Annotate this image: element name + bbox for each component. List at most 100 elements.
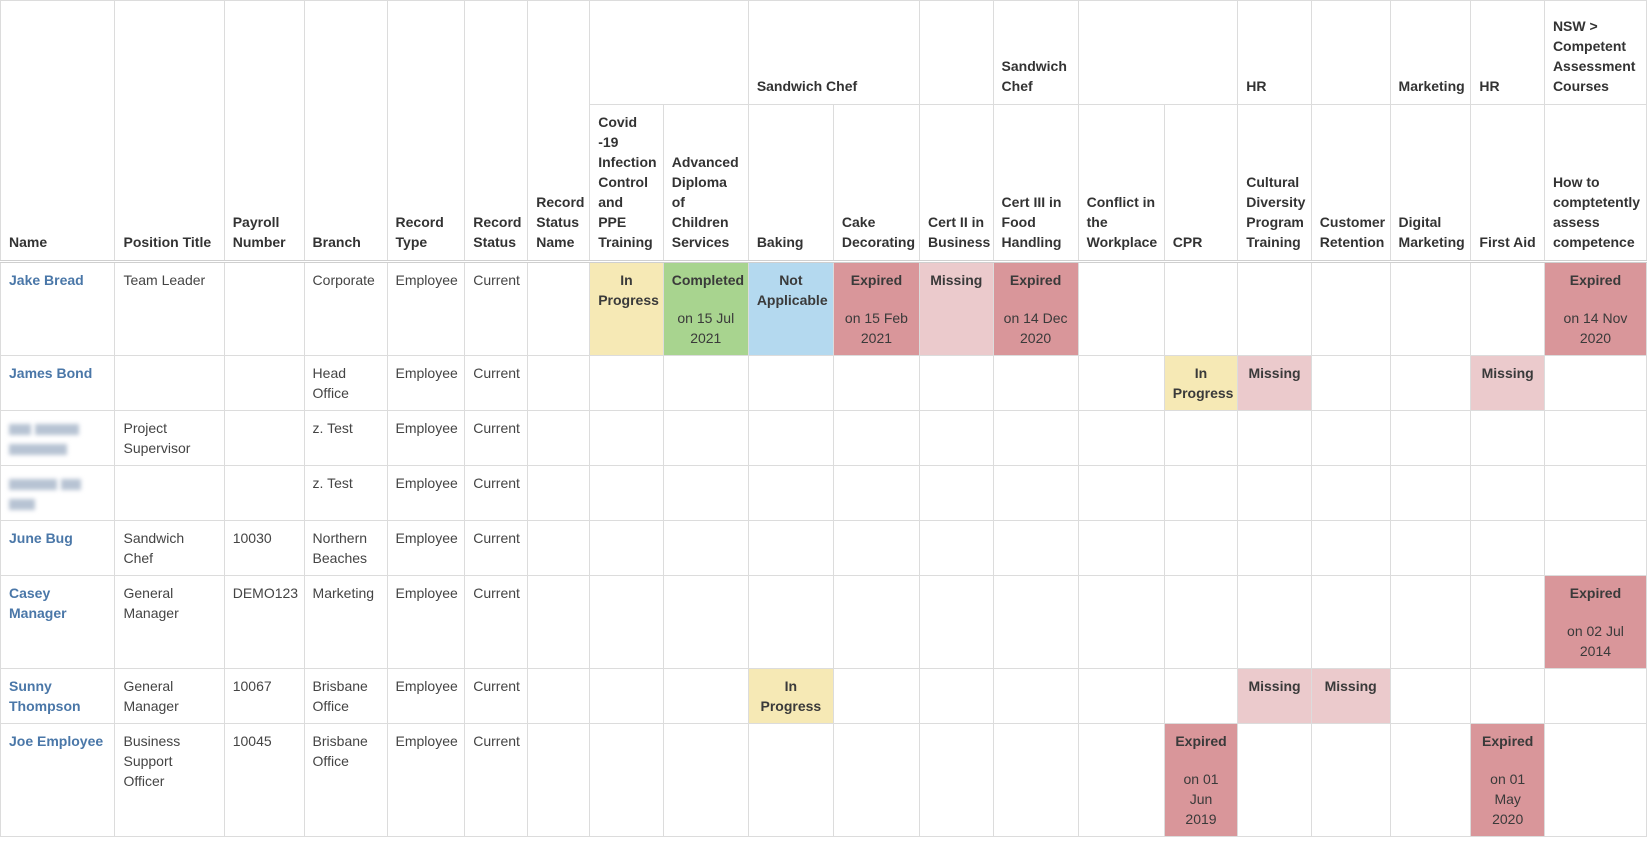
- col-header-first-aid[interactable]: First Aid: [1470, 104, 1545, 262]
- table-row: James Bond Head Office Employee Current …: [0, 355, 1647, 411]
- status-cell-empty: [1237, 520, 1312, 576]
- col-header-advanced-diploma[interactable]: Advanced Diploma of Children Services: [662, 104, 749, 262]
- col-header-assess-competence[interactable]: How to comptetently assess competence: [1543, 104, 1647, 262]
- employee-name-link[interactable]: June Bug: [9, 530, 73, 546]
- status-cell-empty: [662, 575, 749, 669]
- status-cell-empty: [919, 575, 994, 669]
- employee-name-link[interactable]: Joe Employee: [9, 733, 104, 749]
- status-cell-empty: [919, 465, 994, 521]
- group-header-empty: [1310, 0, 1391, 105]
- col-header-covid-training[interactable]: Covid -19 Infection Control and PPE Trai…: [589, 104, 664, 262]
- status-cell-empty: [1470, 575, 1545, 669]
- col-header-cake-decorating[interactable]: Cake Decorating: [832, 104, 921, 262]
- employee-name-link[interactable]: Jake Bread: [9, 272, 84, 288]
- status-date: on 14 Nov 2020: [1563, 310, 1628, 346]
- group-header-hr: HR: [1237, 0, 1312, 105]
- record-status-cell: Current: [464, 261, 529, 356]
- group-header-empty: [919, 0, 994, 105]
- record-status-cell: Current: [464, 520, 529, 576]
- record-status-cell: Current: [464, 575, 529, 669]
- col-header-baking[interactable]: Baking: [747, 104, 834, 262]
- status-label: Expired: [1482, 733, 1534, 749]
- status-cell-empty: [747, 723, 834, 837]
- status-cell-missing[interactable]: Missing: [1470, 355, 1545, 411]
- payroll-number-cell: [223, 410, 305, 466]
- col-header-branch[interactable]: Branch: [303, 0, 388, 262]
- status-cell-empty: [992, 465, 1079, 521]
- status-cell-missing[interactable]: Missing: [1237, 355, 1312, 411]
- status-cell-missing[interactable]: Missing: [1310, 668, 1391, 724]
- status-cell-empty: [1470, 410, 1545, 466]
- status-cell-empty: [1389, 575, 1472, 669]
- status-cell-empty: [1389, 668, 1472, 724]
- group-header-sandwich-chef: Sandwich Chef: [747, 0, 921, 105]
- branch-cell: Marketing: [303, 575, 388, 669]
- status-date: on 01 Jun 2019: [1183, 771, 1219, 827]
- status-cell-missing[interactable]: Missing: [1237, 668, 1312, 724]
- status-cell-empty: [1470, 520, 1545, 576]
- status-cell-in-progress[interactable]: In Progress: [589, 261, 664, 356]
- status-cell-in-progress[interactable]: In Progress: [747, 668, 834, 724]
- status-cell-expired[interactable]: Expired on 01 Jun 2019: [1163, 723, 1239, 837]
- col-header-name[interactable]: Name: [0, 0, 116, 262]
- col-header-cert-iii-food[interactable]: Cert III in Food Handling: [992, 104, 1079, 262]
- col-header-record-status[interactable]: Record Status: [464, 0, 529, 262]
- payroll-number-cell: [223, 465, 305, 521]
- col-header-record-type[interactable]: Record Type: [386, 0, 466, 262]
- employee-name-cell: Jake Bread: [0, 261, 116, 356]
- status-cell-expired[interactable]: Expired on 14 Nov 2020: [1543, 261, 1647, 356]
- col-header-cpr[interactable]: CPR: [1163, 104, 1239, 262]
- employee-name-cell: June Bug: [0, 520, 116, 576]
- status-cell-empty: [1077, 575, 1165, 669]
- employee-name-cell: Sunny Thompson: [0, 668, 116, 724]
- redacted-name[interactable]: [9, 420, 83, 456]
- status-cell-empty: [1389, 410, 1472, 466]
- group-header-nsw: NSW > Competent Assessment Courses: [1543, 0, 1647, 105]
- status-label: Expired: [1009, 272, 1062, 288]
- position-title-cell: Team Leader: [114, 261, 225, 356]
- status-cell-missing[interactable]: Missing: [919, 261, 994, 356]
- col-header-cultural-diversity[interactable]: Cultural Diversity Program Training: [1237, 104, 1312, 262]
- status-cell-empty: [992, 723, 1079, 837]
- status-cell-empty: [589, 575, 664, 669]
- col-header-position-title[interactable]: Position Title: [114, 0, 225, 262]
- col-header-payroll-number[interactable]: Payroll Number: [223, 0, 305, 262]
- status-cell-empty: [1470, 668, 1545, 724]
- payroll-number-cell: DEMO123: [223, 575, 305, 669]
- employee-name-cell: Casey Manager: [0, 575, 116, 669]
- employee-name-link[interactable]: Sunny Thompson: [9, 678, 81, 714]
- col-header-record-status-name[interactable]: Record Status Name: [527, 0, 591, 262]
- status-cell-empty: [1077, 723, 1165, 837]
- record-type-cell: Employee: [386, 668, 466, 724]
- status-cell-empty: [1543, 465, 1647, 521]
- status-cell-completed[interactable]: Completed on 15 Jul 2021: [662, 261, 749, 356]
- status-cell-expired[interactable]: Expired on 02 Jul 2014: [1543, 575, 1647, 669]
- employee-name-link[interactable]: Casey Manager: [9, 585, 67, 621]
- status-cell-empty: [992, 668, 1079, 724]
- record-type-cell: Employee: [386, 465, 466, 521]
- status-cell-expired[interactable]: Expired on 14 Dec 2020: [992, 261, 1079, 356]
- status-cell-empty: [1163, 410, 1239, 466]
- redacted-name[interactable]: [9, 475, 85, 511]
- employee-name-link[interactable]: James Bond: [9, 365, 93, 381]
- col-header-digital-marketing[interactable]: Digital Marketing: [1389, 104, 1472, 262]
- status-cell-empty: [832, 465, 921, 521]
- status-cell-in-progress[interactable]: In Progress: [1163, 355, 1239, 411]
- status-cell-empty: [1237, 465, 1312, 521]
- status-cell-not-applicable[interactable]: Not Applicable: [747, 261, 834, 356]
- branch-cell: Northern Beaches: [303, 520, 388, 576]
- record-status-name-cell: [527, 668, 591, 724]
- col-header-customer-retention[interactable]: Customer Retention: [1310, 104, 1391, 262]
- status-label: Expired: [1175, 733, 1227, 749]
- status-cell-expired[interactable]: Expired on 15 Feb 2021: [832, 261, 921, 356]
- status-cell-empty: [919, 723, 994, 837]
- col-header-conflict-workplace[interactable]: Conflict in the Workplace: [1077, 104, 1165, 262]
- status-cell-empty: [1543, 410, 1647, 466]
- record-status-name-cell: [527, 575, 591, 669]
- status-cell-expired[interactable]: Expired on 01 May 2020: [1470, 723, 1545, 837]
- col-header-cert-ii-business[interactable]: Cert II in Business: [919, 104, 994, 262]
- status-date: on 02 Jul 2014: [1567, 623, 1624, 659]
- record-status-name-cell: [527, 723, 591, 837]
- payroll-number-cell: 10030: [223, 520, 305, 576]
- branch-cell: z. Test: [303, 410, 388, 466]
